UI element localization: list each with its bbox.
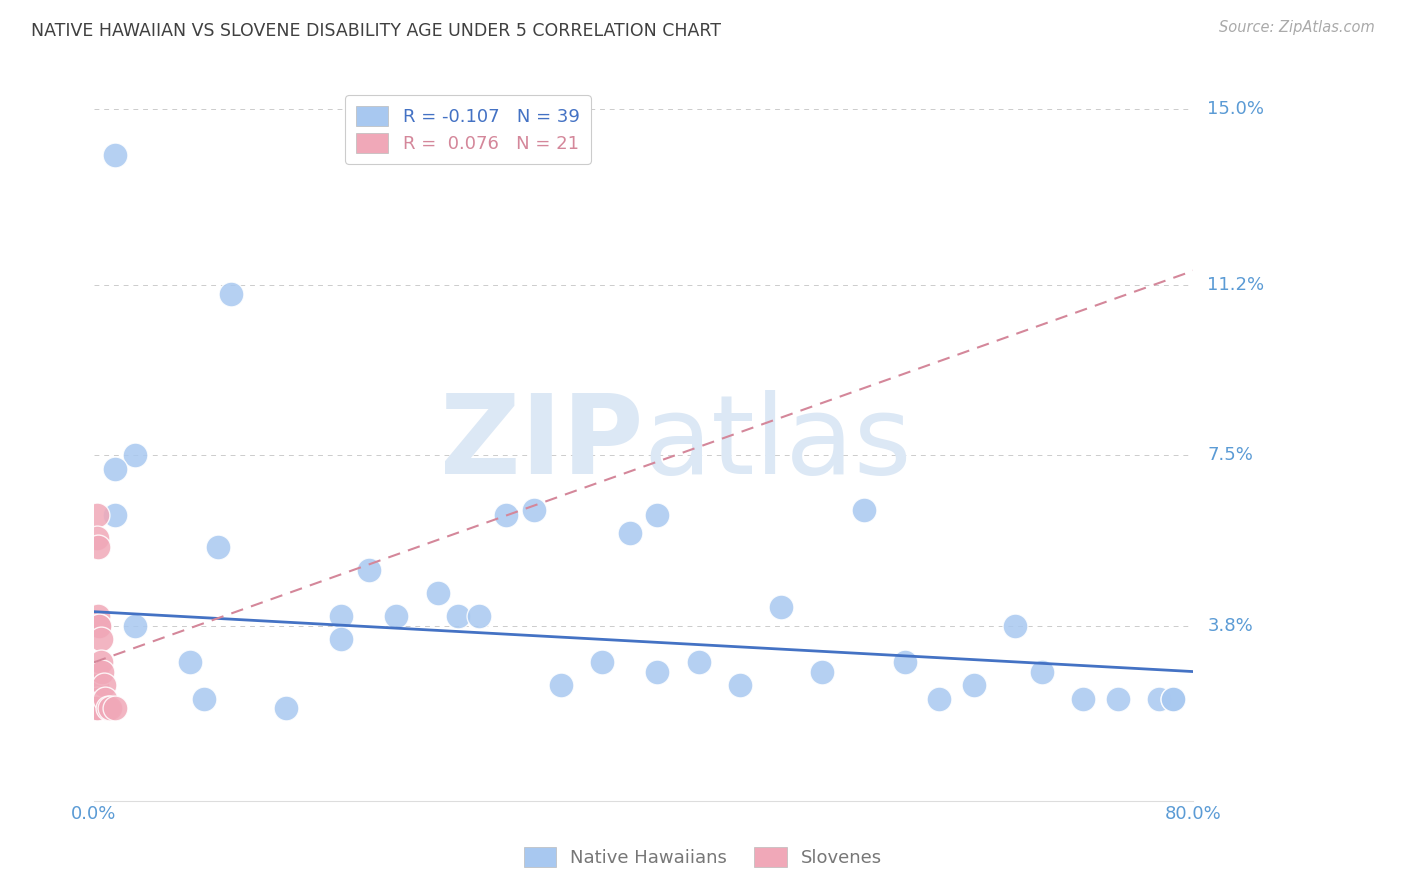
Point [86, 531, 108, 545]
Point [86, 701, 108, 715]
Point [87, 609, 110, 624]
Point [495, 508, 517, 522]
Point [124, 618, 146, 632]
Point [1161, 692, 1184, 706]
Point [94, 692, 117, 706]
Point [468, 609, 491, 624]
Text: 11.2%: 11.2% [1208, 276, 1264, 293]
Point [1161, 692, 1184, 706]
Point [1073, 692, 1095, 706]
Point [894, 656, 917, 670]
Point [276, 701, 298, 715]
Point [426, 586, 449, 600]
Point [647, 665, 669, 679]
Text: NATIVE HAWAIIAN VS SLOVENE DISABILITY AGE UNDER 5 CORRELATION CHART: NATIVE HAWAIIAN VS SLOVENE DISABILITY AG… [31, 22, 721, 40]
Point [100, 701, 122, 715]
Point [86, 701, 108, 715]
Point [728, 678, 751, 692]
Point [89, 618, 111, 632]
Point [90, 656, 112, 670]
Point [193, 692, 215, 706]
Point [93, 678, 115, 692]
Point [357, 563, 380, 577]
Point [619, 526, 641, 541]
Point [385, 609, 408, 624]
Point [591, 656, 613, 670]
Point [928, 692, 950, 706]
Point [523, 503, 546, 517]
Point [103, 462, 125, 476]
Point [770, 600, 793, 615]
Point [647, 508, 669, 522]
Point [852, 503, 875, 517]
Point [811, 665, 834, 679]
Point [89, 618, 111, 632]
Point [90, 632, 112, 647]
Point [86, 701, 108, 715]
Legend: Native Hawaiians, Slovenes: Native Hawaiians, Slovenes [516, 839, 890, 874]
Point [550, 678, 572, 692]
Point [1004, 618, 1026, 632]
Point [86, 678, 108, 692]
Point [1107, 692, 1129, 706]
Point [91, 665, 114, 679]
Point [447, 609, 470, 624]
Text: ZIP: ZIP [440, 390, 644, 497]
Point [124, 448, 146, 462]
Point [962, 678, 984, 692]
Point [86, 665, 108, 679]
Text: 7.5%: 7.5% [1208, 446, 1253, 464]
Point [330, 609, 353, 624]
Point [86, 508, 108, 522]
Legend: R = -0.107   N = 39, R =  0.076   N = 21: R = -0.107 N = 39, R = 0.076 N = 21 [344, 95, 591, 164]
Point [179, 656, 201, 670]
Point [86, 692, 108, 706]
Point [330, 632, 353, 647]
Point [1031, 665, 1053, 679]
Point [103, 701, 125, 715]
Point [86, 701, 108, 715]
Text: 15.0%: 15.0% [1208, 101, 1264, 119]
Point [1147, 692, 1170, 706]
Point [207, 540, 229, 554]
Point [688, 656, 710, 670]
Point [103, 508, 125, 522]
Point [221, 286, 243, 301]
Text: atlas: atlas [644, 390, 912, 497]
Text: 3.8%: 3.8% [1208, 616, 1253, 634]
Point [87, 540, 110, 554]
Point [97, 701, 120, 715]
Text: Source: ZipAtlas.com: Source: ZipAtlas.com [1219, 20, 1375, 35]
Point [103, 148, 125, 162]
